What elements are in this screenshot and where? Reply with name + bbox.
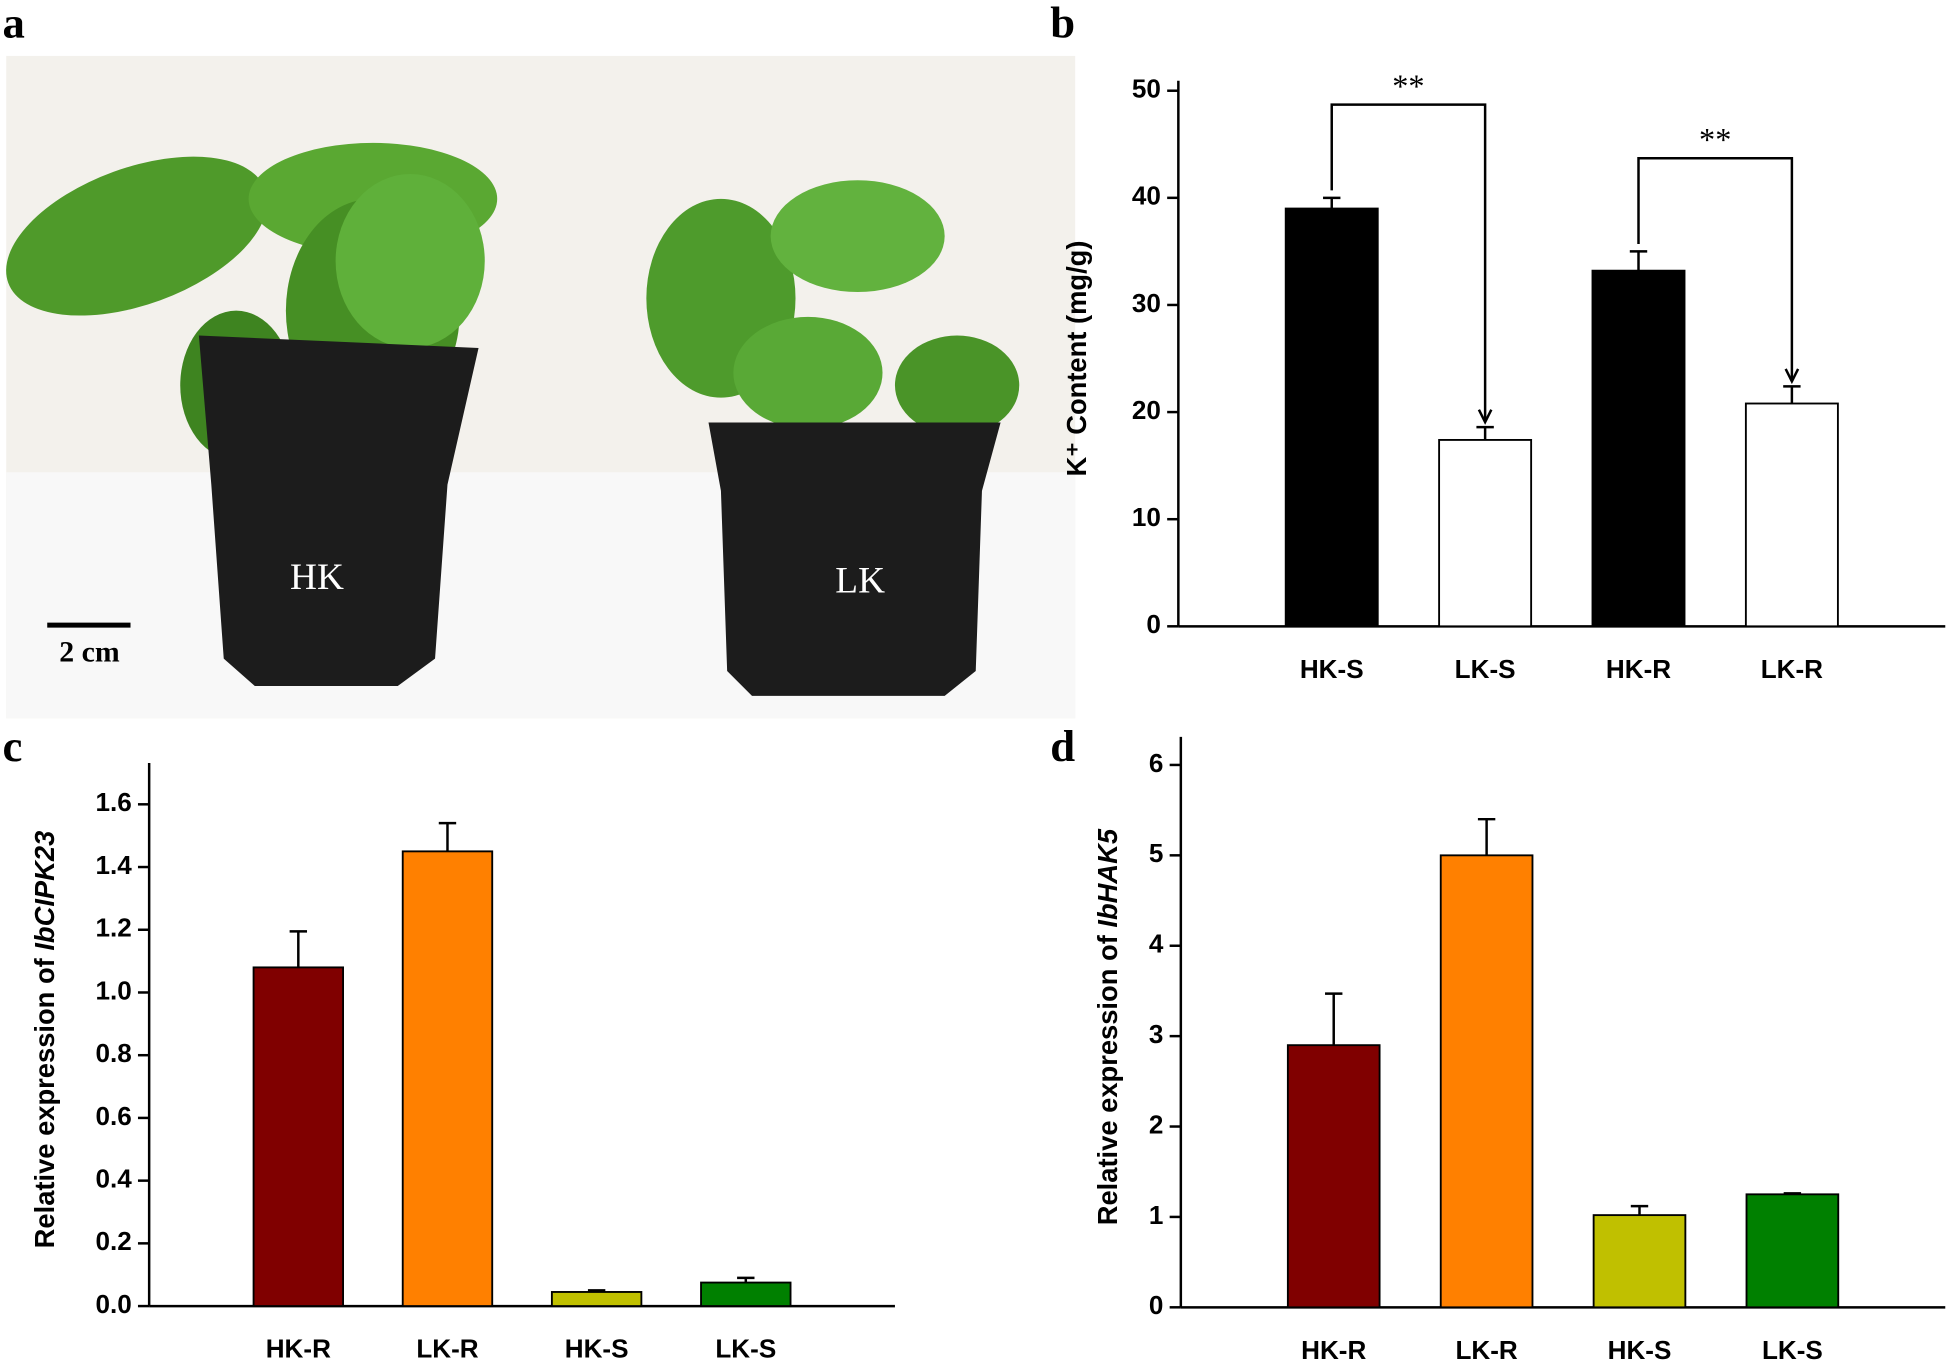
x-tick-label: LK-S xyxy=(715,1334,776,1362)
y-tick-label: 6 xyxy=(1149,748,1164,778)
y-tick-label: 2 xyxy=(1149,1109,1164,1139)
y-tick-label: 1.2 xyxy=(95,913,131,943)
significance-label: ** xyxy=(1699,122,1731,158)
y-tick-label: 1.4 xyxy=(95,850,132,880)
y-tick-label: 10 xyxy=(1132,502,1161,532)
bar xyxy=(1286,1044,1381,1309)
error-bar xyxy=(587,1289,606,1292)
y-axis-label-gene: IbCIPK23 xyxy=(29,831,60,951)
error-bar xyxy=(438,821,457,852)
significance-bracket xyxy=(1637,156,1794,379)
y-tick-label: 4 xyxy=(1149,929,1164,959)
error-bar xyxy=(1630,1204,1649,1216)
y-tick-label: 5 xyxy=(1149,838,1164,868)
photo: HK LK 2 cm xyxy=(6,55,1076,719)
y-tick-label: 3 xyxy=(1149,1019,1164,1049)
x-tick-label: HK-R xyxy=(1301,1335,1366,1362)
x-tick-label: LK-S xyxy=(1762,1335,1823,1362)
y-tick-label: 0.8 xyxy=(95,1038,131,1068)
x-tick-label: HK-S xyxy=(565,1334,629,1362)
error-bar xyxy=(1783,1192,1802,1195)
bar xyxy=(700,1281,792,1308)
error-bar xyxy=(1325,992,1343,1046)
y-tick-label: 40 xyxy=(1132,181,1161,211)
y-axis-label-text: Relative expression of xyxy=(29,951,60,1249)
significance-label: ** xyxy=(1392,68,1424,104)
y-tick-label: 0.0 xyxy=(95,1289,131,1319)
y-axis-label-gene: IbHAK5 xyxy=(1092,828,1123,927)
plant-right xyxy=(646,180,1020,435)
x-tick-label: LK-S xyxy=(1455,654,1516,684)
error-bar xyxy=(1629,250,1648,271)
error-bar xyxy=(1476,425,1494,440)
significance-bracket xyxy=(1330,103,1487,420)
error-bar xyxy=(737,1276,755,1283)
x-tick-label: HK-R xyxy=(1606,654,1671,684)
panel-label: d xyxy=(1050,721,1075,771)
photo-label: LK xyxy=(835,561,885,602)
panel-label: b xyxy=(1050,0,1075,48)
bar xyxy=(1438,438,1533,628)
photo-label: HK xyxy=(290,557,344,598)
bar xyxy=(1439,854,1534,1309)
y-tick-label: 0 xyxy=(1146,609,1161,639)
x-tick-label: LK-R xyxy=(1455,1335,1517,1362)
pot-left xyxy=(198,335,479,686)
bar xyxy=(1591,269,1686,628)
y-tick-label: 0.4 xyxy=(95,1164,132,1194)
bar xyxy=(401,850,494,1308)
y-axis-label: Relative expression of IbCIPK23 xyxy=(29,831,60,1249)
y-tick-label: 1.6 xyxy=(95,787,131,817)
bar xyxy=(1745,1193,1840,1309)
x-tick-label: HK-R xyxy=(266,1334,331,1362)
x-tick-label: LK-R xyxy=(416,1334,478,1362)
error-bar xyxy=(289,930,308,968)
significance-arrow xyxy=(1784,368,1800,385)
bar xyxy=(1744,402,1839,628)
error-bar xyxy=(1783,385,1801,404)
error-bar xyxy=(1323,196,1341,209)
y-tick-label: 0 xyxy=(1149,1290,1164,1320)
y-tick-label: 30 xyxy=(1132,288,1161,318)
y-tick-label: 20 xyxy=(1132,395,1161,425)
x-tick-label: HK-S xyxy=(1300,654,1364,684)
panel-label: c xyxy=(2,721,22,771)
bar xyxy=(1592,1214,1687,1309)
y-tick-label: 1.0 xyxy=(95,975,131,1005)
bar xyxy=(1284,207,1379,628)
pot-right xyxy=(708,422,1001,696)
x-tick-label: HK-S xyxy=(1608,1335,1672,1362)
y-tick-label: 50 xyxy=(1132,74,1161,104)
scale-bar-label: 2 cm xyxy=(59,636,120,669)
y-axis-label-text: Relative expression of xyxy=(1092,928,1123,1226)
y-tick-label: 0.2 xyxy=(95,1226,131,1256)
panel-label: a xyxy=(2,0,24,48)
bar xyxy=(252,966,344,1308)
y-axis-label: K⁺ Content (mg/g) xyxy=(1061,241,1092,477)
y-tick-label: 0.6 xyxy=(95,1101,131,1131)
x-tick-label: LK-R xyxy=(1761,654,1823,684)
bar xyxy=(550,1291,643,1308)
y-tick-label: 1 xyxy=(1149,1200,1164,1230)
significance-arrow xyxy=(1477,409,1493,425)
y-axis-label-text: K⁺ Content (mg/g) xyxy=(1061,241,1092,477)
y-axis-label: Relative expression of IbHAK5 xyxy=(1092,828,1123,1225)
error-bar xyxy=(1477,817,1496,856)
